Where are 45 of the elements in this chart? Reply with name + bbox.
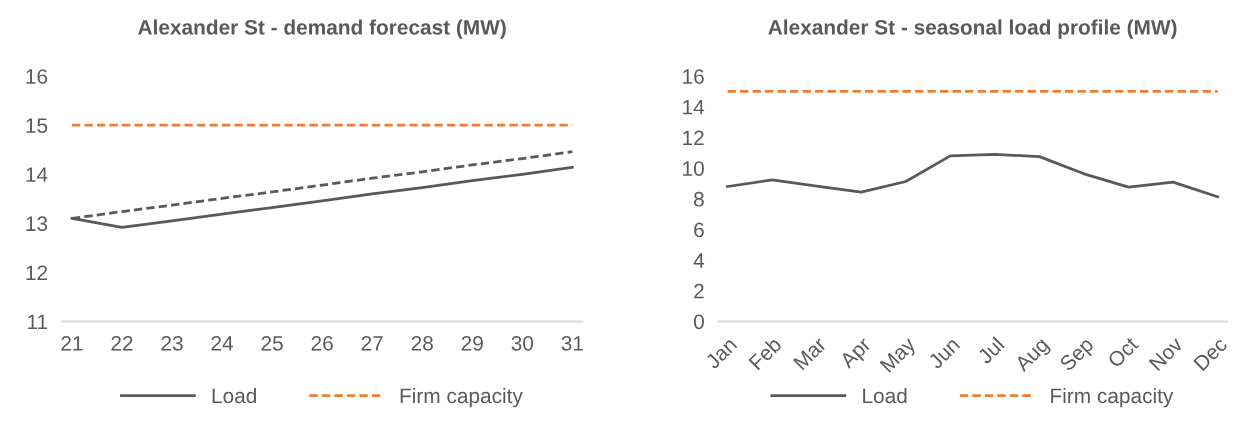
x-tick-label: 22 (111, 335, 133, 351)
x-tick-label: May (879, 335, 920, 376)
chart-title: Alexander St - demand forecast (MW) (138, 19, 506, 39)
chart-title: Alexander St - seasonal load profile (MW) (768, 19, 1177, 39)
x-tick-label: Aug (1013, 336, 1053, 376)
x-tick-label: Oct (1106, 335, 1140, 369)
y-tick-label: 14 (683, 100, 705, 115)
legend-label: Load (863, 387, 907, 404)
x-tick-label: Jan (704, 336, 738, 370)
y-tick-label: 6 (694, 222, 704, 238)
y-tick-label: 10 (683, 161, 704, 176)
line-series (726, 152, 1220, 199)
x-tick-label: Sep (1058, 336, 1098, 375)
y-tick-label: 4 (693, 253, 705, 268)
x-tick-label: Jun (927, 336, 961, 370)
x-tick-label: Nov (1148, 335, 1184, 372)
y-tick-label: 14 (26, 167, 48, 182)
y-tick-label: 15 (26, 118, 48, 133)
x-tick-label: 29 (461, 335, 483, 351)
y-tick-label: 8 (694, 191, 704, 207)
x-tick-label: 27 (361, 335, 383, 351)
x-tick-label: 24 (211, 335, 234, 351)
x-tick-label: 28 (411, 335, 433, 351)
x-tick-label: 23 (161, 335, 183, 351)
legend-label: Firm capacity (1051, 387, 1174, 408)
x-tick-label: 26 (311, 335, 333, 351)
y-tick-label: 12 (26, 265, 48, 280)
y-tick-label: 12 (683, 130, 704, 146)
x-tick-label: 30 (511, 335, 534, 351)
x-tick-label: 25 (261, 335, 283, 351)
x-tick-label: Jul (976, 336, 1005, 365)
legend-label: Load (212, 387, 256, 404)
x-tick-label: 21 (61, 335, 83, 351)
y-tick-label: 13 (26, 216, 48, 232)
y-tick-label: 2 (694, 283, 704, 299)
y-tick-label: 0 (693, 314, 704, 330)
y-tick-label: 16 (26, 69, 48, 84)
x-tick-label: Feb (747, 335, 783, 371)
y-tick-label: 11 (28, 314, 48, 330)
x-tick-label: Dec (1193, 336, 1229, 372)
legend-label: Firm capacity (400, 387, 523, 408)
x-tick-label: Apr (838, 336, 875, 372)
x-tick-label: 31 (561, 335, 583, 351)
x-tick-label: Mar (793, 336, 828, 371)
y-tick-label: 16 (683, 69, 704, 84)
